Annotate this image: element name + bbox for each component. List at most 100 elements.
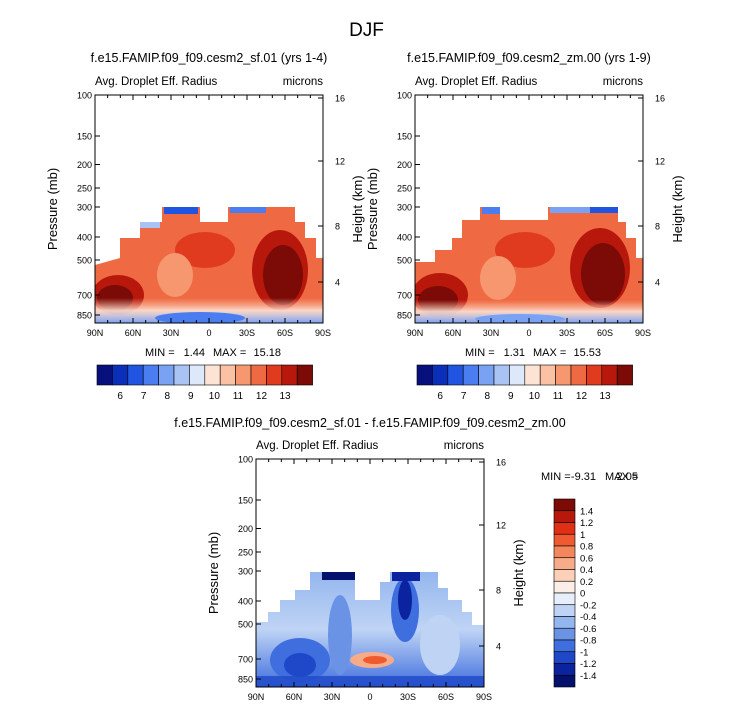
colorbar-swatch — [553, 616, 576, 629]
panel-3-ticks: 90N 60N 30N 0 30S 60S 90S 100 150 200 250 300 400 500… — [238, 455, 506, 703]
panel-2-top-blue-1 — [482, 207, 500, 214]
panel-3-darkblue-north — [284, 653, 316, 677]
y-tick-label: 150 — [238, 496, 253, 506]
colorbar-swatch — [235, 364, 252, 386]
y2-tick-label: 12 — [496, 521, 506, 531]
colorbar-swatch — [570, 364, 587, 386]
colorbar-swatch — [553, 663, 576, 676]
colorbar-swatch — [553, 569, 576, 582]
colorbar-label: 9 — [188, 391, 194, 402]
x-tick-label: 60S — [597, 328, 613, 338]
colorbar-label: 12 — [576, 391, 588, 402]
x-tick-label: 0 — [367, 692, 372, 702]
colorbar-label: 0.2 — [580, 577, 593, 588]
colorbar-swatch — [553, 522, 576, 535]
colorbar-label: 9 — [508, 391, 514, 402]
panel-2-surface-band — [415, 300, 643, 323]
y-tick-label: 250 — [238, 548, 253, 558]
panel-1-core-south — [263, 245, 303, 305]
panel-2-surface-blue — [475, 314, 565, 323]
panel-3-title: f.e15.FAMIP.f09_f09.cesm2_sf.01 - f.e15.… — [174, 416, 565, 430]
colorbar-label: 11 — [553, 391, 564, 402]
colorbar-label: -0.6 — [580, 624, 596, 635]
colorbar-swatch — [524, 364, 541, 386]
colorbar-swatch — [189, 364, 206, 386]
panel-1-min-value: 1.44 — [184, 347, 205, 359]
y-tick-label: 400 — [397, 233, 412, 243]
y-tick-label: 700 — [77, 291, 92, 301]
colorbar-swatch — [250, 364, 267, 386]
panel-1-title: f.e15.FAMIP.f09_f09.cesm2_sf.01 (yrs 1-4… — [91, 51, 328, 65]
panel-2-min-value: 1.31 — [504, 347, 525, 359]
colorbar-swatch — [553, 533, 576, 547]
y-tick-label: 850 — [397, 311, 412, 321]
colorbar-label: -1.4 — [580, 671, 596, 682]
panel-2-subtitle-right: microns — [603, 76, 644, 88]
colorbar-label: 0.8 — [580, 542, 593, 553]
y2-tick-label: 16 — [335, 94, 345, 104]
panel-3-red-core — [363, 656, 387, 664]
colorbar-swatch — [96, 364, 113, 386]
panel-2-ylabel-right: Height (km) — [670, 175, 685, 242]
colorbar-swatch — [553, 674, 576, 688]
panel-2-colorbar: 6 7 8 9 10 11 12 13 — [416, 364, 633, 402]
y-tick-label: 200 — [77, 160, 92, 170]
colorbar-label: 13 — [279, 391, 291, 402]
y-tick-label: 250 — [77, 184, 92, 194]
panel-1-ylabel-right: Height (km) — [350, 175, 365, 242]
colorbar-swatch — [586, 364, 603, 386]
panel-3-max-label: MAX = — [605, 471, 638, 483]
colorbar-swatch — [553, 545, 576, 559]
y-tick-label: 500 — [77, 256, 92, 266]
panel-3-top-dark-2 — [392, 572, 420, 581]
colorbar-swatch — [553, 580, 576, 594]
y-tick-label: 150 — [397, 132, 412, 142]
y2-tick-label: 16 — [655, 94, 665, 104]
colorbar-swatch — [553, 604, 576, 617]
panel-1-field — [95, 207, 323, 323]
y-tick-label: 400 — [238, 597, 253, 607]
panel-1-light-patch — [157, 253, 193, 297]
colorbar-swatch — [447, 364, 464, 386]
y2-tick-label: 4 — [496, 642, 501, 652]
y2-tick-label: 4 — [655, 278, 660, 288]
y2-tick-label: 4 — [335, 278, 340, 288]
colorbar-swatch — [432, 364, 449, 386]
colorbar-label: 0 — [580, 589, 585, 600]
colorbar-label: -0.4 — [580, 612, 596, 623]
colorbar-label: 0.6 — [580, 553, 593, 564]
y-tick-label: 100 — [238, 455, 253, 465]
colorbar-swatch — [493, 364, 510, 386]
panel-1-ylabel: Pressure (mb) — [45, 168, 60, 250]
panel-3-subtitle-left: Avg. Droplet Eff. Radius — [256, 440, 379, 452]
colorbar-swatch — [416, 364, 433, 386]
colorbar-swatch — [173, 364, 190, 386]
panel-3-light-south — [420, 615, 460, 675]
figure-title: DJF — [349, 20, 384, 41]
x-tick-label: 0 — [526, 328, 531, 338]
panel-3-min-value: -9.31 — [571, 471, 596, 483]
panel-1-top-blue-2 — [230, 207, 266, 213]
colorbar-swatch — [219, 364, 236, 386]
panel-3-darkblue-upper-south — [398, 580, 412, 620]
colorbar-label: 10 — [529, 391, 541, 402]
colorbar-swatch — [601, 364, 618, 386]
colorbar-label: 1.4 — [580, 506, 593, 517]
panel-3-subtitle-right: microns — [444, 440, 485, 452]
colorbar-swatch — [553, 498, 576, 512]
panel-2-top-blue-2 — [550, 207, 590, 213]
y-tick-label: 200 — [238, 524, 253, 534]
colorbar-label: -1.2 — [580, 659, 596, 670]
colorbar-swatch — [539, 364, 556, 386]
x-tick-label: 90N — [248, 692, 265, 702]
x-tick-label: 90S — [476, 692, 492, 702]
y-tick-label: 300 — [238, 567, 253, 577]
panel-1-max-label: MAX = — [213, 347, 246, 359]
x-tick-label: 90S — [315, 328, 331, 338]
colorbar-label: 1 — [580, 530, 585, 541]
y2-tick-label: 8 — [496, 586, 501, 596]
x-tick-label: 90S — [635, 328, 651, 338]
panel-3-field — [256, 572, 484, 687]
x-tick-label: 30N — [163, 328, 180, 338]
colorbar-swatch — [266, 364, 283, 386]
